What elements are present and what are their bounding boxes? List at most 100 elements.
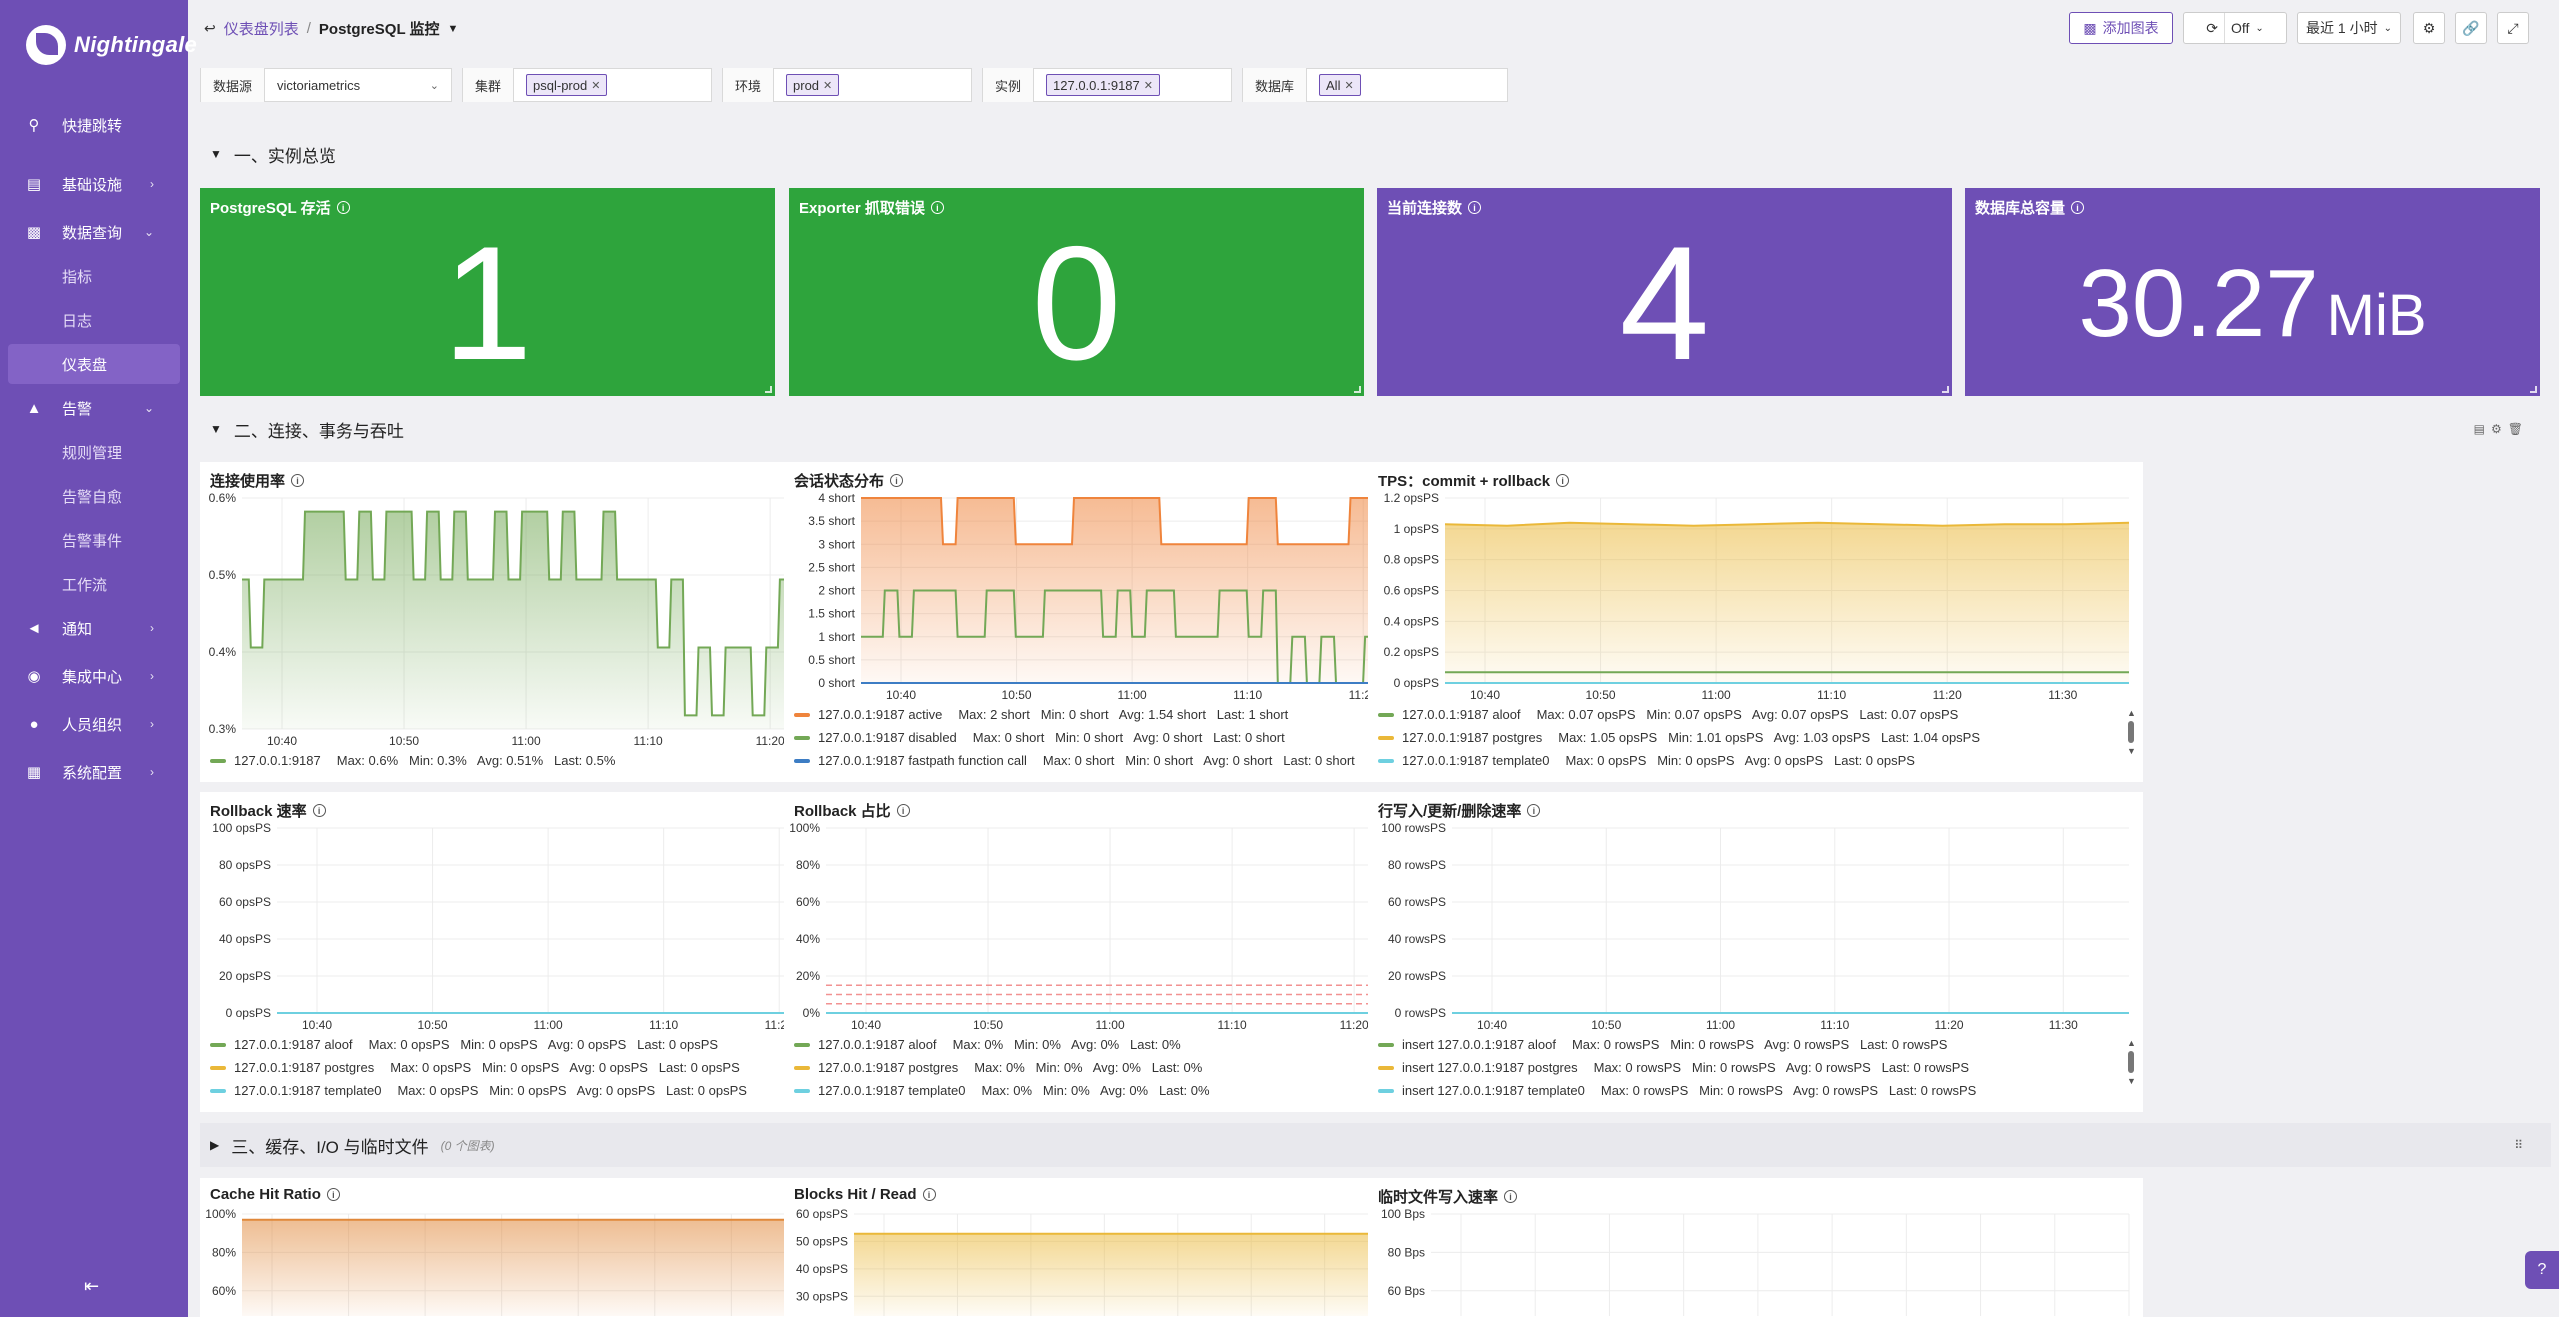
info-icon[interactable]: i xyxy=(890,474,904,487)
add-chart-button[interactable]: ▩ 添加图表 xyxy=(2069,12,2173,44)
filter-database[interactable]: 数据库 All ✕ xyxy=(1242,68,1508,102)
nav-alerting[interactable]: ▲ 告警 ⌄ xyxy=(0,388,188,428)
filter-datasource[interactable]: 数据源 victoriametrics ⌄ xyxy=(200,68,452,102)
info-icon[interactable]: i xyxy=(336,201,350,214)
close-icon[interactable]: ✕ xyxy=(591,79,601,92)
section-cache-header[interactable]: ▶ 三、缓存、I/O 与临时文件 (0 个图表) ⠿ xyxy=(200,1125,2551,1165)
legend-item[interactable]: 127.0.0.1:9187 postgres Max: 0% Min: 0% A… xyxy=(794,1060,1202,1075)
drag-handle-icon[interactable]: ⠿ xyxy=(2514,1138,2529,1152)
collapse-sidebar-icon[interactable]: ⇤ xyxy=(84,1276,100,1296)
nav-sub-events[interactable]: 告警事件 xyxy=(0,520,188,560)
nav-integration[interactable]: ◉ 集成中心 › xyxy=(0,656,188,696)
share-link-button[interactable]: 🔗 xyxy=(2455,12,2487,44)
legend-item[interactable]: 127.0.0.1:9187 postgres Max: 1.05 opsPS M… xyxy=(1378,730,1980,745)
legend-item[interactable]: insert 127.0.0.1:9187 template0 Max: 0 ro… xyxy=(1378,1083,1976,1098)
env-tag[interactable]: prod ✕ xyxy=(786,74,840,96)
resize-handle-icon[interactable] xyxy=(765,386,772,393)
legend-item[interactable]: 127.0.0.1:9187 aloof Max: 0 opsPS Min: 0 … xyxy=(210,1037,718,1052)
info-icon[interactable]: i xyxy=(930,201,944,214)
legend-item[interactable]: 127.0.0.1:9187 template0 Max: 0% Min: 0% … xyxy=(794,1083,1210,1098)
close-icon[interactable]: ✕ xyxy=(1143,79,1153,92)
info-icon[interactable]: i xyxy=(1556,474,1570,487)
resize-handle-icon[interactable] xyxy=(1354,386,1361,393)
back-icon[interactable]: ↩ xyxy=(204,20,216,36)
cluster-tag[interactable]: psql-prod ✕ xyxy=(526,74,608,96)
nav-sub-logs[interactable]: 日志 xyxy=(0,300,188,340)
series-line[interactable] xyxy=(1444,521,2130,527)
chart-plot[interactable]: 100 Bps 80 Bps 60 Bps xyxy=(1368,1206,2143,1316)
fullscreen-button[interactable]: ⤢ xyxy=(2497,12,2529,44)
legend-item[interactable]: 127.0.0.1:9187 active Max: 2 short Min: 0… xyxy=(794,707,1288,722)
legend-item[interactable]: insert 127.0.0.1:9187 postgres Max: 0 row… xyxy=(1378,1060,1969,1075)
nav-org[interactable]: ● 人员组织 › xyxy=(0,704,188,744)
section-overview-header[interactable]: ▼ 一、实例总览 xyxy=(200,134,2551,174)
nav-sub-workflow[interactable]: 工作流 xyxy=(0,564,188,604)
stat-panel-pg-up[interactable]: PostgreSQL 存活 i 1 xyxy=(200,188,775,396)
chevron-up-icon[interactable]: ▲ xyxy=(2127,1038,2136,1048)
info-icon[interactable]: i xyxy=(291,474,305,487)
nav-quick-jump[interactable]: ⚲ 快捷跳转 xyxy=(0,105,188,145)
chart-plot[interactable]: 1.2 opsPS 1 opsPS 0.8 opsPS 0.6 opsPS 0.4 op… xyxy=(1368,490,2143,707)
section-connections-header[interactable]: ▼ 二、连接、事务与吞吐 ▤⚙🗑 xyxy=(200,409,2551,449)
nav-data-query[interactable]: ▩ 数据查询 ⌄ xyxy=(0,212,188,252)
database-tag[interactable]: All ✕ xyxy=(1319,74,1361,96)
stat-panel-exporter-errors[interactable]: Exporter 抓取错误 i 0 xyxy=(789,188,1364,396)
resize-handle-icon[interactable] xyxy=(2530,386,2537,393)
info-icon[interactable]: i xyxy=(312,804,326,817)
legend-scrollbar[interactable]: ▲▼ xyxy=(2127,707,2136,757)
nav-sub-metrics[interactable]: 指标 xyxy=(0,256,188,296)
refresh-icon[interactable]: ⟳ xyxy=(2206,19,2218,36)
legend-item[interactable]: 127.0.0.1:9187 postgres Max: 0 opsPS Min:… xyxy=(210,1060,740,1075)
breadcrumb-dashboard-list[interactable]: 仪表盘列表 xyxy=(223,21,299,38)
nav-sub-dashboards[interactable]: 仪表盘 xyxy=(8,344,180,384)
help-button[interactable]: ? xyxy=(2525,1251,2559,1289)
info-icon[interactable]: i xyxy=(896,804,910,817)
chevron-down-icon[interactable]: ▼ xyxy=(2127,746,2136,756)
filter-cluster[interactable]: 集群 psql-prod ✕ xyxy=(462,68,712,102)
legend-scrollbar[interactable]: ▲▼ xyxy=(2127,1037,2136,1087)
legend-item[interactable]: 127.0.0.1:9187 disabled Max: 0 short Min:… xyxy=(794,730,1285,745)
close-icon[interactable]: ✕ xyxy=(823,79,833,92)
legend-item[interactable]: insert 127.0.0.1:9187 aloof Max: 0 rowsPS… xyxy=(1378,1037,1947,1052)
legend-item[interactable]: 127.0.0.1:9187 Max: 0.6% Min: 0.3% Avg: 0… xyxy=(210,753,615,768)
scroll-thumb[interactable] xyxy=(2128,721,2134,743)
panel-title-text: 会话状态分布 xyxy=(794,473,885,490)
legend-item[interactable]: 127.0.0.1:9187 template0 Max: 0 opsPS Min… xyxy=(1378,753,1915,768)
legend-item[interactable]: 127.0.0.1:9187 aloof Max: 0.07 opsPS Min:… xyxy=(1378,707,1958,722)
scroll-thumb[interactable] xyxy=(2128,1051,2134,1073)
filter-env[interactable]: 环境 prod ✕ xyxy=(722,68,972,102)
chart-plot[interactable]: 100 rowsPS 80 rowsPS 60 rowsPS 40 rowsPS 20 … xyxy=(1368,820,2143,1037)
info-icon[interactable]: i xyxy=(2071,201,2085,214)
legend-item[interactable]: 127.0.0.1:9187 fastpath function call Max… xyxy=(794,753,1355,768)
app-logo[interactable]: Nightingale xyxy=(26,22,197,68)
chart-panel[interactable]: TPS：commit + rollback i 1.2 opsPS 1 opsPS 0.… xyxy=(1368,462,2143,782)
info-icon[interactable]: i xyxy=(326,1188,340,1201)
chevron-up-icon[interactable]: ▲ xyxy=(2127,708,2136,718)
legend-item[interactable]: 127.0.0.1:9187 template0 Max: 0 opsPS Min… xyxy=(210,1083,747,1098)
section-actions[interactable]: ▤⚙🗑 xyxy=(2473,422,2529,436)
chart-panel[interactable]: 行写入/更新/删除速率 i 100 rowsPS 80 rowsPS 60 rowsPS… xyxy=(1368,792,2143,1112)
info-icon[interactable]: i xyxy=(1527,804,1541,817)
chevron-down-icon[interactable]: ▼ xyxy=(447,22,459,35)
time-range-select[interactable]: 最近 1 小时 ⌄ xyxy=(2297,12,2401,44)
nav-system[interactable]: ▦ 系统配置 › xyxy=(0,752,188,792)
refresh-interval-select[interactable]: ⟳ Off ⌄ xyxy=(2183,12,2287,44)
stat-panel-connections[interactable]: 当前连接数 i 4 xyxy=(1377,188,1952,396)
info-icon[interactable]: i xyxy=(922,1188,936,1201)
nav-sub-self-heal[interactable]: 告警自愈 xyxy=(0,476,188,516)
instance-tag[interactable]: 127.0.0.1:9187 ✕ xyxy=(1046,74,1160,96)
settings-button[interactable]: ⚙ xyxy=(2413,12,2445,44)
nav-sub-rules[interactable]: 规则管理 xyxy=(0,432,188,472)
nav-infrastructure[interactable]: ▤ 基础设施 › xyxy=(0,164,188,204)
close-icon[interactable]: ✕ xyxy=(1344,79,1354,92)
info-icon[interactable]: i xyxy=(1504,1190,1518,1203)
filter-instance[interactable]: 实例 127.0.0.1:9187 ✕ xyxy=(982,68,1232,102)
chart-panel[interactable]: 临时文件写入速率 i 100 Bps 80 Bps 60 Bps xyxy=(1368,1178,2143,1317)
dashboard-title[interactable]: PostgreSQL 监控 xyxy=(318,21,440,38)
nav-notify[interactable]: ◄ 通知 › xyxy=(0,608,188,648)
info-icon[interactable]: i xyxy=(1468,201,1482,214)
stat-panel-db-size[interactable]: 数据库总容量 i 30.27 MiB xyxy=(1965,188,2540,396)
resize-handle-icon[interactable] xyxy=(1942,386,1949,393)
chevron-down-icon[interactable]: ▼ xyxy=(2127,1076,2136,1086)
legend-item[interactable]: 127.0.0.1:9187 aloof Max: 0% Min: 0% Avg:… xyxy=(794,1037,1181,1052)
